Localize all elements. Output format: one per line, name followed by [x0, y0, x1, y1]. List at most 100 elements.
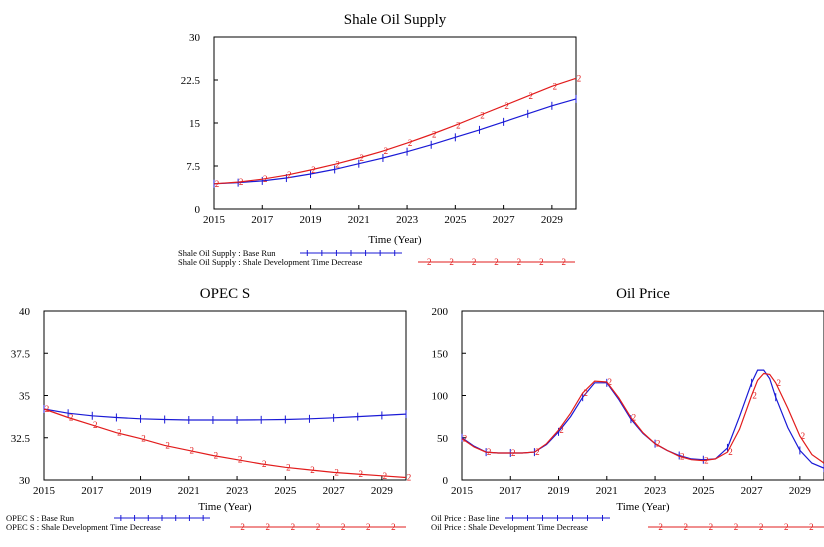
chart-title: Oil Price [616, 286, 670, 302]
legend-label: Shale Oil Supply : Shale Development Tim… [178, 257, 363, 267]
data-point: 2 [383, 471, 388, 481]
legend-label: Oil Price : Shale Development Time Decre… [431, 522, 588, 532]
x-tick-label: 2025 [692, 485, 715, 497]
y-tick-label: 150 [432, 348, 449, 360]
data-point: 2 [704, 456, 709, 466]
data-point: 2 [69, 412, 74, 422]
legend-marker: 2 [427, 257, 432, 267]
legend-marker: 2 [472, 257, 477, 267]
x-tick-label: 2021 [348, 214, 370, 226]
y-tick-label: 200 [432, 306, 449, 318]
plot-frame [461, 310, 824, 481]
legend-label: OPEC S : Base Run [6, 513, 75, 523]
data-point: 2 [165, 440, 170, 450]
x-axis-label: Time (Year) [368, 234, 422, 246]
y-tick-label: 50 [437, 433, 449, 445]
x-tick-label: 2029 [371, 485, 394, 497]
data-point: 2 [752, 391, 757, 401]
y-tick-label: 35 [19, 391, 31, 403]
data-point: 2 [463, 434, 468, 444]
data-point: 2 [190, 445, 195, 455]
data-point: 2 [334, 467, 339, 477]
x-tick-label: 2019 [130, 485, 153, 497]
y-tick-label: 7.5 [186, 161, 200, 173]
legend-marker: 2 [494, 257, 499, 267]
data-point: 2 [408, 138, 413, 148]
data-point: 2 [141, 434, 146, 444]
series-line [43, 408, 407, 421]
data-point: 2 [407, 472, 412, 482]
plot-frame [213, 36, 577, 210]
y-tick-label: 30 [189, 32, 201, 44]
x-tick-label: 2015 [451, 485, 474, 497]
plot-frame [43, 310, 407, 481]
data-point: 2 [360, 153, 365, 163]
legend-marker: 2 [517, 257, 522, 267]
x-tick-label: 2017 [251, 214, 274, 226]
y-tick-label: 40 [19, 306, 31, 318]
data-point: 2 [577, 73, 582, 83]
x-tick-label: 2029 [789, 485, 812, 497]
data-point: 2 [559, 425, 564, 435]
y-tick-label: 0 [195, 204, 201, 216]
legend-marker: 2 [734, 522, 739, 532]
y-tick-label: 30 [19, 475, 31, 487]
legend-label: OPEC S : Shale Development Time Decrease [6, 522, 161, 532]
series-line [43, 408, 407, 479]
legend-marker: 2 [683, 522, 688, 532]
data-point: 2 [93, 420, 98, 430]
data-point: 2 [432, 129, 437, 139]
data-point: 2 [215, 179, 220, 189]
x-tick-label: 2023 [226, 485, 249, 497]
data-point: 2 [239, 177, 244, 187]
chart-title: Shale Oil Supply [344, 12, 447, 28]
legend-marker: 2 [658, 522, 663, 532]
data-point: 2 [511, 448, 516, 458]
x-tick-label: 2017 [81, 485, 104, 497]
y-tick-label: 0 [443, 475, 449, 487]
x-tick-label: 2025 [444, 214, 467, 226]
x-tick-label: 2015 [33, 485, 56, 497]
data-point: 2 [487, 447, 492, 457]
legend-marker: 2 [391, 522, 396, 532]
data-point: 2 [632, 412, 637, 422]
data-point: 2 [504, 101, 509, 111]
data-point: 2 [286, 462, 291, 472]
series-line [213, 98, 577, 185]
x-tick-label: 2021 [596, 485, 618, 497]
x-tick-label: 2017 [499, 485, 522, 497]
data-point: 2 [728, 447, 733, 457]
data-point: 2 [384, 146, 389, 156]
x-tick-label: 2023 [396, 214, 419, 226]
data-point: 2 [583, 388, 588, 398]
x-axis-label: Time (Year) [616, 501, 670, 513]
data-point: 2 [238, 455, 243, 465]
data-point: 2 [680, 451, 685, 461]
legend-marker: 2 [539, 257, 544, 267]
series-line [461, 372, 824, 464]
chart-title: OPEC S [200, 286, 250, 302]
x-tick-label: 2021 [178, 485, 200, 497]
data-point: 2 [535, 447, 540, 457]
legend-marker: 2 [240, 522, 245, 532]
legend-marker: 2 [449, 257, 454, 267]
data-point: 2 [117, 428, 122, 438]
x-axis-label: Time (Year) [198, 501, 252, 513]
data-point: 2 [553, 81, 558, 91]
legend-marker: 2 [562, 257, 567, 267]
data-point: 2 [776, 378, 781, 388]
x-tick-label: 2025 [274, 485, 297, 497]
y-tick-label: 22.5 [181, 75, 201, 87]
legend-marker: 2 [265, 522, 270, 532]
legend-marker: 2 [341, 522, 346, 532]
data-point: 2 [456, 120, 461, 130]
data-point: 2 [262, 459, 267, 469]
legend-marker: 2 [291, 522, 296, 532]
legend-marker: 2 [709, 522, 714, 532]
x-tick-label: 2027 [493, 214, 516, 226]
x-tick-label: 2029 [541, 214, 564, 226]
x-tick-label: 2019 [548, 485, 571, 497]
y-tick-label: 15 [189, 118, 201, 130]
data-point: 2 [801, 431, 806, 441]
